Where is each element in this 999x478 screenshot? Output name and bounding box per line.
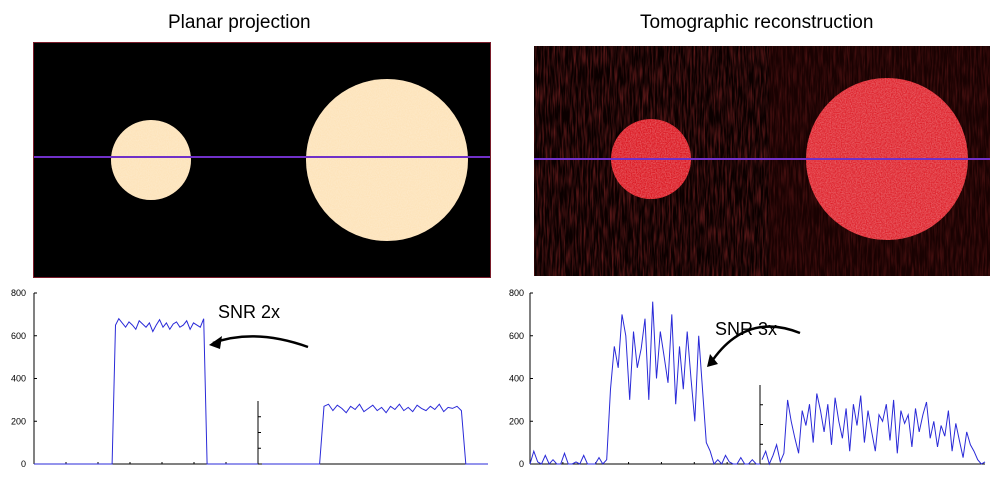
- planar-profile-large-disc-series: [262, 403, 488, 465]
- tomographic-reconstruction-title: Tomographic reconstruction: [640, 12, 874, 33]
- tomographic-profile-chart: 0 200 400 600 800: [509, 288, 986, 469]
- y-tick-label: 0: [519, 459, 524, 469]
- right-arrow-head: [707, 354, 718, 367]
- right-arrow: [708, 325, 801, 365]
- recon-profile-small-disc-series: [529, 301, 760, 466]
- y-tick-label: 400: [11, 374, 26, 384]
- y-tick-label: 400: [509, 374, 524, 384]
- planar-profile-chart: 0 200 400 600 800: [11, 288, 488, 469]
- y-tick-label: 600: [509, 331, 524, 341]
- planar-profile-small-disc-series: [34, 317, 258, 465]
- snr-2x-annotation: SNR 2x: [218, 302, 281, 322]
- snr-3x-annotation: SNR 3x: [715, 319, 778, 339]
- planar-projection-image: [33, 42, 491, 278]
- tomographic-reconstruction-image: [534, 46, 990, 276]
- y-tick-label: 800: [11, 288, 26, 298]
- y-tick-label: 200: [509, 416, 524, 426]
- recon-profile-large-disc-series: [761, 393, 986, 466]
- left-arrow-head: [209, 336, 222, 349]
- y-tick-label: 200: [11, 416, 26, 426]
- y-tick-label: 600: [11, 331, 26, 341]
- y-tick-label: 800: [509, 288, 524, 298]
- planar-projection-title: Planar projection: [168, 12, 311, 33]
- left-arrow: [212, 335, 309, 349]
- y-tick-label: 0: [21, 459, 26, 469]
